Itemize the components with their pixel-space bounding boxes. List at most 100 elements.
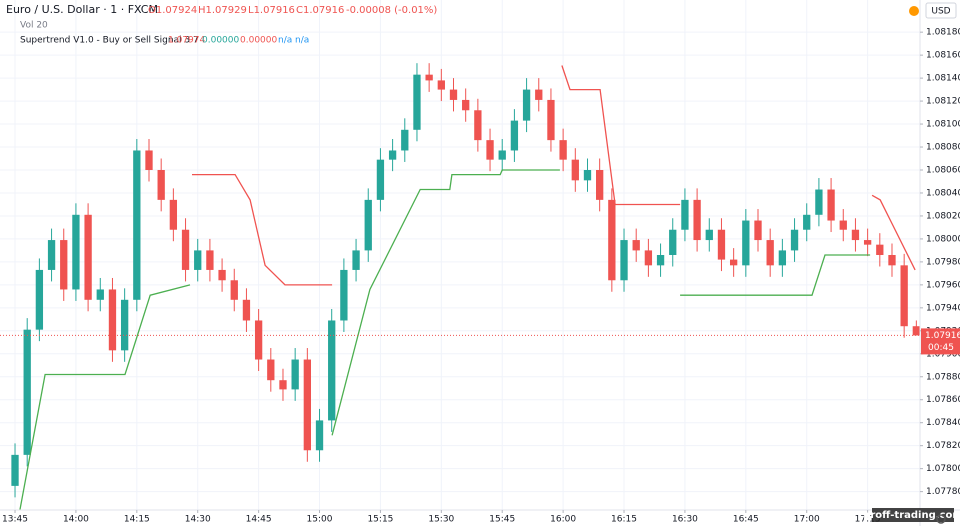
y-tick-label: 1.08040 <box>926 188 960 198</box>
x-tick-label: 17:00 <box>794 515 820 525</box>
y-tick-label: 1.08100 <box>926 120 960 130</box>
candle-body <box>388 150 397 160</box>
candle-body <box>254 320 263 360</box>
x-tick-label: 14:00 <box>63 515 89 525</box>
candle-body <box>315 420 324 451</box>
ohlc-open: O1.07924 <box>148 5 197 16</box>
last-price-label: 1.07916 <box>925 331 960 341</box>
candle-body <box>583 170 592 181</box>
settings-icon[interactable] <box>936 514 946 524</box>
candle-body <box>401 129 409 151</box>
candle-body <box>72 214 80 290</box>
candle-body <box>535 89 543 100</box>
y-tick-label: 1.07840 <box>926 418 960 428</box>
candle-body <box>47 240 56 270</box>
candle-body <box>462 99 470 111</box>
candle-body <box>827 189 835 221</box>
candle-body <box>413 74 421 130</box>
candle-body <box>498 150 506 160</box>
candle-body <box>449 89 458 100</box>
plot-area <box>11 63 920 511</box>
candle-body <box>656 255 665 266</box>
candle-body <box>291 359 299 390</box>
currency-label: USD <box>931 7 950 17</box>
candle-body <box>218 269 226 281</box>
candle-body <box>717 229 726 260</box>
ohlc-low: L1.07916 <box>248 5 295 16</box>
candle-body <box>547 99 555 141</box>
candle-body <box>815 189 823 215</box>
indicator-value: 0.00000 <box>240 36 277 46</box>
candle-body <box>303 359 311 451</box>
candle-body <box>912 326 920 336</box>
y-tick-label: 1.08060 <box>926 166 960 176</box>
x-tick-label: 15:00 <box>307 515 333 525</box>
x-tick-label: 13:45 <box>2 515 28 525</box>
candle-body <box>681 199 689 230</box>
candle-body <box>145 150 153 170</box>
indicator-value: n/a <box>295 36 309 46</box>
y-tick-label: 1.07860 <box>926 395 960 405</box>
candle-body <box>120 299 129 351</box>
ohlc-change: -0.00008 (-0.01%) <box>346 5 437 16</box>
candle-body <box>23 329 31 455</box>
chart-title: Euro / U.S. Dollar · 1 · FXCM <box>6 3 158 16</box>
candle-body <box>742 220 750 266</box>
x-tick-label: 16:00 <box>550 515 576 525</box>
candle-body <box>425 74 433 81</box>
indicator-value: 1.07974 <box>168 36 205 46</box>
x-tick-label: 15:30 <box>428 515 454 525</box>
x-tick-label: 14:30 <box>185 515 211 525</box>
candle-body <box>596 170 604 200</box>
candle-body <box>608 199 616 281</box>
y-tick-label: 1.07780 <box>926 487 960 497</box>
x-tick-label: 16:45 <box>733 515 759 525</box>
candle-body <box>790 229 799 251</box>
currency-box[interactable] <box>925 2 957 19</box>
candle-body <box>644 250 653 266</box>
supertrend-line <box>192 65 916 286</box>
candle-body <box>754 220 762 241</box>
x-tick-label: 14:45 <box>246 515 272 525</box>
volume-label: Vol 20 <box>20 21 48 31</box>
watermark-bg <box>872 508 954 522</box>
watermark: proff-trading.com <box>863 510 960 521</box>
candle-body <box>328 320 336 421</box>
candle-body <box>169 199 178 230</box>
indicator-value: 0.00000 <box>202 36 239 46</box>
y-tick-label: 1.07800 <box>926 464 960 474</box>
candle-body <box>267 359 275 381</box>
y-tick-label: 1.08160 <box>926 51 960 61</box>
countdown-label: 00:45 <box>928 343 954 353</box>
y-tick-label: 1.07880 <box>926 372 960 382</box>
y-tick-label: 1.08120 <box>926 97 960 107</box>
candle-body <box>474 110 482 141</box>
candle-body <box>888 255 896 266</box>
candle-body <box>522 89 531 121</box>
ohlc-close: C1.07916 <box>296 5 344 16</box>
supertrend-line <box>19 169 871 511</box>
candle-body <box>510 120 519 151</box>
candle-body <box>364 199 372 251</box>
candle-body <box>571 159 579 181</box>
alert-icon[interactable] <box>909 6 919 16</box>
x-tick-label: 14:15 <box>124 515 150 525</box>
candle-body <box>340 269 348 321</box>
candle-body <box>11 454 19 486</box>
candle-body <box>194 250 202 270</box>
candle-body <box>181 229 190 270</box>
overlay: 1.07916 00:45 <box>0 328 960 355</box>
candle-body <box>632 240 640 251</box>
candle-body <box>157 170 165 200</box>
candle-body <box>206 250 214 270</box>
indicator-name: Supertrend V1.0 - Buy or Sell Signal 3 7 <box>20 36 199 46</box>
candle-body <box>851 229 860 241</box>
candle-body <box>766 240 774 266</box>
candle-body <box>486 140 494 160</box>
candle-body <box>84 214 92 300</box>
candle-body <box>705 229 713 241</box>
candle-body <box>839 220 847 230</box>
x-tick-label: 16:30 <box>672 515 698 525</box>
